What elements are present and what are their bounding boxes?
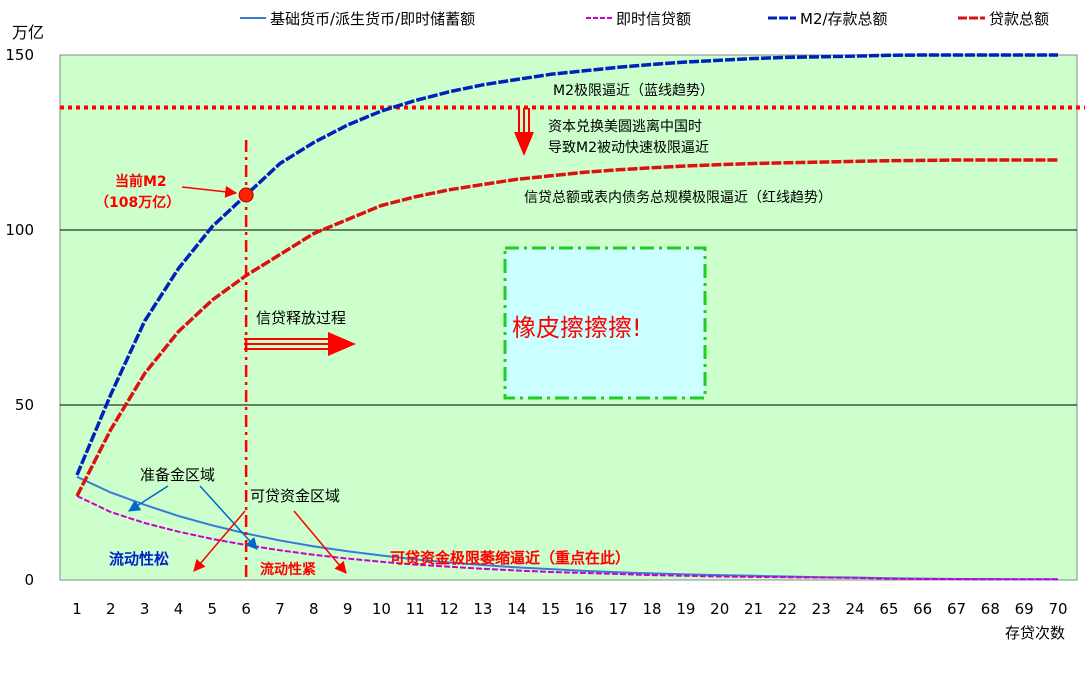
x-tick-label: 13: [473, 600, 492, 618]
series-lines: [75, 53, 1058, 581]
x-tick-label: 10: [372, 600, 391, 618]
legend-label-base-money: 基础货币/派生货币/即时储蓄额: [270, 10, 475, 28]
liquidity-loose-label: 流动性松: [109, 550, 169, 568]
current-m2-marker: [238, 187, 254, 203]
x-tick-label: 9: [343, 600, 353, 618]
reserve-area-pointer-left: [127, 485, 169, 512]
current-m2-pointer: [181, 185, 238, 198]
legend-label-loans: 贷款总额: [989, 10, 1049, 28]
x-tick-label: 4: [174, 600, 184, 618]
loanable-limit-label: 可贷资金极限萎缩逼近（重点在此）: [390, 549, 630, 567]
capital-flight-label-2: 导致M2被动快速极限逼近: [548, 140, 709, 156]
x-tick-label: 70: [1048, 600, 1067, 618]
x-tick-label: 14: [507, 600, 526, 618]
x-tick-label: 16: [575, 600, 594, 618]
x-tick-label: 5: [208, 600, 218, 618]
x-tick-label: 12: [440, 600, 459, 618]
x-tick-label: 1: [72, 600, 82, 618]
series-line-instant-credit: [76, 495, 1058, 581]
y-tick-label: 100: [5, 221, 34, 239]
capital-flight-label-1: 资本兑换美圆逃离中国时: [548, 118, 702, 135]
x-axis-label: 存贷次数: [1005, 624, 1065, 642]
series-line-loans: [75, 158, 1058, 497]
current-m2-label: 当前M2: [115, 173, 167, 190]
x-tick-label: 7: [275, 600, 285, 618]
x-tick-label: 22: [778, 600, 797, 618]
x-tick-label: 20: [710, 600, 729, 618]
legend-item-instant-credit: 即时信贷额: [586, 10, 691, 28]
reserve-area-label: 准备金区域: [140, 466, 215, 484]
x-tick-label: 11: [406, 600, 425, 618]
x-tick-label: 8: [309, 600, 319, 618]
x-tick-label: 15: [541, 600, 560, 618]
x-tick-label: 65: [879, 600, 898, 618]
x-tick-label: 2: [106, 600, 116, 618]
legend-item-m2: M2/存款总额: [768, 10, 888, 28]
x-tick-label: 68: [981, 600, 1000, 618]
x-tick-label: 6: [241, 600, 251, 618]
y-tick-label: 50: [15, 396, 34, 414]
y-axis-label: 万亿: [12, 23, 44, 42]
credit-release-arrow: [244, 332, 356, 356]
x-tick-label: 3: [140, 600, 150, 618]
series-line-m2: [75, 53, 1058, 476]
y-tick-label: 150: [5, 46, 34, 64]
x-tick-label: 66: [913, 600, 932, 618]
x-tick-label: 19: [676, 600, 695, 618]
x-tick-label: 21: [744, 600, 763, 618]
x-axis-ticks: 1 2 3 4 5 6 7 8 9 10 11 12 13 14 15 16 17 18 19 20 21 22 23 24 6…: [72, 600, 1067, 618]
legend: 基础货币/派生货币/即时储蓄额 即时信贷额 M2/存款总额 贷款总额: [240, 10, 1049, 28]
current-m2-value-label: （108万亿）: [95, 194, 180, 211]
legend-item-base-money: 基础货币/派生货币/即时储蓄额: [240, 10, 475, 28]
capital-flight-arrow: [514, 108, 534, 156]
x-tick-label: 67: [947, 600, 966, 618]
x-tick-label: 23: [812, 600, 831, 618]
legend-label-instant-credit: 即时信贷额: [616, 10, 691, 28]
eraser-label: 橡皮擦擦擦!: [512, 314, 642, 342]
loanable-area-pointer-left: [193, 510, 246, 572]
x-tick-label: 18: [643, 600, 662, 618]
credit-release-label: 信贷释放过程: [256, 309, 346, 327]
y-axis-ticks: 0 50 100 150: [5, 46, 34, 589]
x-tick-label: 69: [1015, 600, 1034, 618]
credit-limit-label: 信贷总额或表内债务总规模极限逼近（红线趋势）: [524, 190, 832, 206]
y-tick-label: 0: [24, 571, 34, 589]
loanable-area-pointer-right: [293, 510, 347, 574]
legend-item-loans: 贷款总额: [958, 10, 1049, 28]
liquidity-tight-label: 流动性紧: [260, 561, 316, 578]
loanable-area-label: 可贷资金区域: [250, 487, 340, 505]
legend-label-m2: M2/存款总额: [800, 10, 888, 28]
x-tick-label: 24: [845, 600, 864, 618]
gridlines: [60, 229, 1077, 406]
eraser-box: [503, 246, 707, 400]
m2-limit-label: M2极限逼近（蓝线趋势）: [553, 83, 714, 99]
x-tick-label: 17: [609, 600, 628, 618]
reserve-area-pointer-right: [199, 485, 258, 550]
